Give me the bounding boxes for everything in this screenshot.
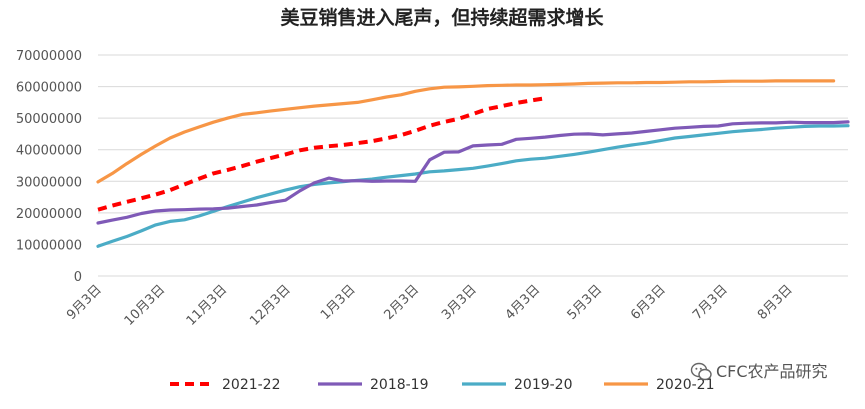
series-line-2021-22 (97, 96, 546, 212)
legend-label: 2020-21 (656, 377, 715, 393)
x-tick-label: 1月3日 (318, 282, 359, 323)
series-line-2018-19 (96, 120, 850, 225)
x-tick-label: 11月3日 (184, 282, 231, 329)
x-tick-label: 7月3日 (690, 282, 731, 323)
y-axis-ticks: 70000000 60000000 50000000 40000000 30000000… (16, 49, 82, 285)
x-tick-label: 2月3日 (381, 282, 422, 323)
x-tick-label: 5月3日 (565, 282, 606, 323)
x-tick-label: 9月3日 (64, 282, 105, 323)
x-tick-label: 4月3日 (503, 282, 544, 323)
legend-label: 2019-20 (514, 377, 573, 393)
x-tick-label: 12月3日 (247, 282, 294, 329)
legend-label: 2021-22 (222, 377, 281, 393)
legend: 2021-22 2018-19 2019-20 2020-21 (170, 377, 715, 393)
y-tick-label: 30000000 (16, 175, 82, 190)
x-axis-ticks: 9月3日 10月3日 11月3日 12月3日 1月3日 2月3日 3月3日 4月3日 5月3日 6… (64, 282, 796, 329)
legend-label: 2018-19 (370, 377, 429, 393)
y-tick-label: 20000000 (16, 207, 82, 222)
x-tick-label: 6月3日 (628, 282, 669, 323)
x-tick-label: 3月3日 (439, 282, 480, 323)
x-tick-label: 8月3日 (755, 282, 796, 323)
watermark: CFC农产品研究 (690, 362, 828, 381)
x-tick-label: 10月3日 (122, 282, 169, 329)
y-tick-label: 40000000 (16, 144, 82, 159)
watermark-text: CFC农产品研究 (716, 362, 828, 381)
y-tick-label: 10000000 (16, 238, 82, 253)
y-tick-label: 0 (74, 270, 82, 285)
wechat-icon (690, 362, 712, 381)
y-tick-label: 50000000 (16, 112, 82, 127)
gridlines (98, 54, 848, 277)
series-lines (96, 79, 850, 248)
series-line-2020-21 (96, 79, 836, 184)
y-tick-label: 70000000 (16, 49, 82, 64)
chart-title: 美豆销售进入尾声，但持续超需求增长 (280, 6, 604, 29)
series-line-2019-20 (96, 124, 850, 248)
y-tick-label: 60000000 (16, 81, 82, 96)
